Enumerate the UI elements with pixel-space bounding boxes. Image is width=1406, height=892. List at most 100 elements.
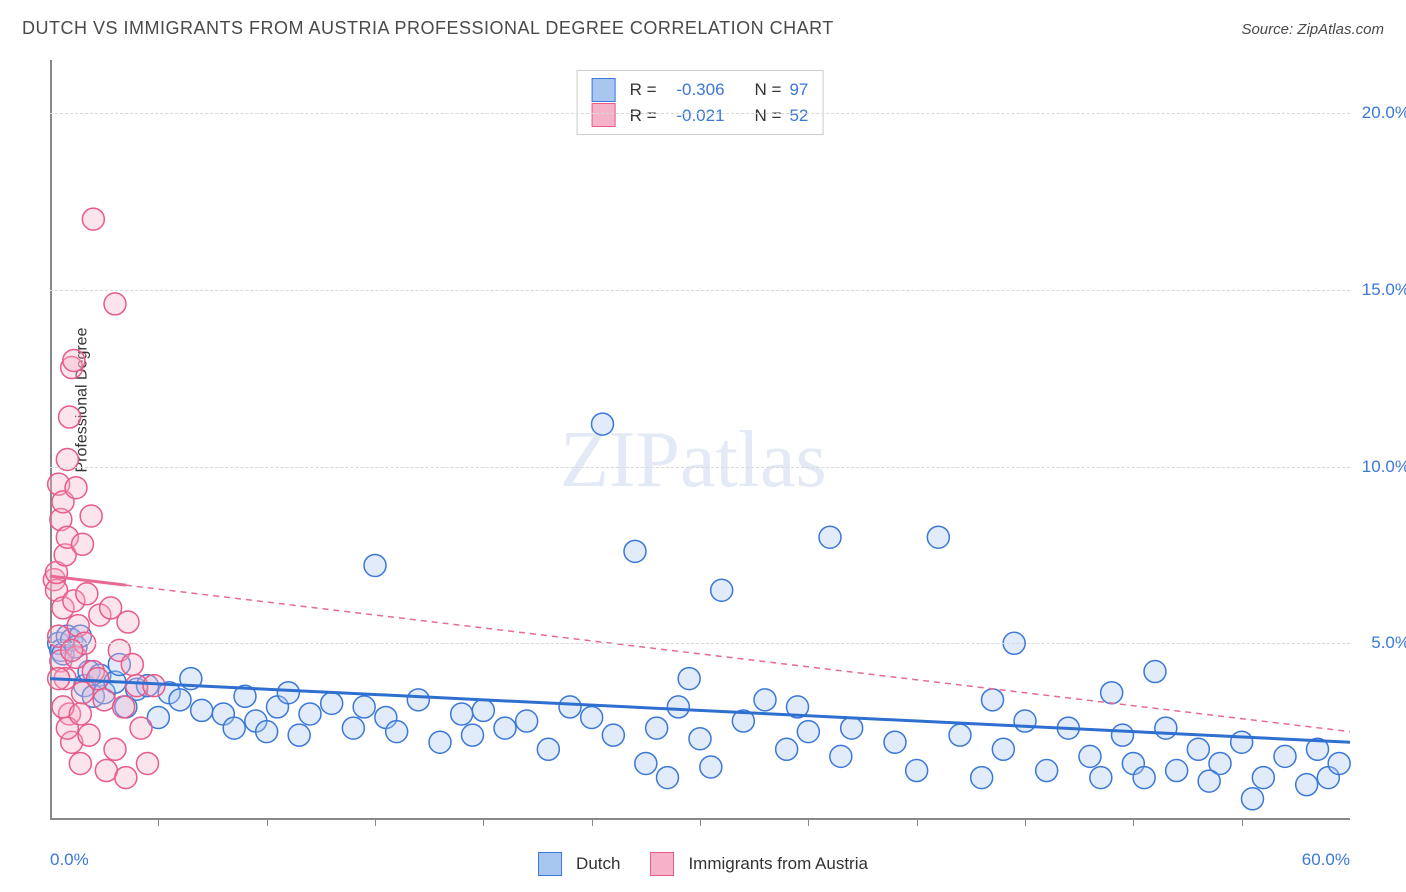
legend-r-value: -0.306 [665, 77, 725, 103]
data-point [1036, 760, 1058, 782]
data-point [1112, 724, 1134, 746]
legend-n-label: N = [755, 103, 782, 129]
data-point [137, 752, 159, 774]
data-point [776, 738, 798, 760]
x-tick [375, 820, 376, 826]
data-point [462, 724, 484, 746]
data-point [115, 767, 137, 789]
data-point [841, 717, 863, 739]
data-point [516, 710, 538, 732]
data-point [121, 653, 143, 675]
data-point [982, 689, 1004, 711]
data-point [80, 505, 102, 527]
data-point [353, 696, 375, 718]
data-point [711, 579, 733, 601]
data-point [386, 721, 408, 743]
data-point [451, 703, 473, 725]
data-point [830, 745, 852, 767]
legend-n-value: 97 [789, 77, 808, 103]
data-point [657, 767, 679, 789]
data-point [1328, 752, 1350, 774]
data-point [700, 756, 722, 778]
data-point [104, 293, 126, 315]
y-tick-label: 10.0% [1362, 457, 1406, 477]
data-point [288, 724, 310, 746]
data-point [1242, 788, 1264, 810]
data-point [1166, 760, 1188, 782]
data-point [1079, 745, 1101, 767]
legend-correlation-row: R = -0.306 N = 97 [592, 77, 809, 103]
legend-n-value: 52 [789, 103, 808, 129]
data-point [559, 696, 581, 718]
x-tick-label-right: 60.0% [1302, 850, 1350, 870]
y-tick-label: 5.0% [1371, 633, 1406, 653]
legend-correlation-row: R =-0.021N =52 [592, 103, 809, 129]
data-point [646, 717, 668, 739]
y-tick-label: 15.0% [1362, 280, 1406, 300]
data-point [1274, 745, 1296, 767]
data-point [69, 752, 91, 774]
data-point [754, 689, 776, 711]
data-point [87, 668, 109, 690]
legend-series-item: Immigrants from Austria [650, 852, 868, 876]
data-point [581, 706, 603, 728]
data-point [117, 611, 139, 633]
data-point [602, 724, 624, 746]
data-point [884, 731, 906, 753]
data-point [299, 703, 321, 725]
data-point [321, 692, 343, 714]
data-point [113, 696, 135, 718]
data-point [342, 717, 364, 739]
legend-series-label: Immigrants from Austria [688, 854, 868, 874]
data-point [1144, 661, 1166, 683]
data-point [93, 689, 115, 711]
x-tick-label-left: 0.0% [50, 850, 89, 870]
data-point [667, 696, 689, 718]
legend-series-item: Dutch [538, 852, 620, 876]
data-point [76, 583, 98, 605]
data-point [992, 738, 1014, 760]
data-point [82, 208, 104, 230]
data-point [678, 668, 700, 690]
chart-title: DUTCH VS IMMIGRANTS FROM AUSTRIA PROFESS… [22, 18, 834, 39]
x-tick [158, 820, 159, 826]
legend-swatch [592, 103, 616, 127]
legend-swatch [650, 852, 674, 876]
x-tick [700, 820, 701, 826]
data-point [191, 699, 213, 721]
plot-area: ZIPatlas R =-0.306N =97R =-0.021N =52 5.… [50, 60, 1350, 820]
legend-swatch [592, 78, 616, 102]
chart-source: Source: ZipAtlas.com [1241, 21, 1384, 38]
data-point [689, 728, 711, 750]
data-point [223, 717, 245, 739]
data-point [906, 760, 928, 782]
legend-r-value: -0.021 [665, 103, 725, 129]
gridline [50, 467, 1350, 468]
legend-series: Dutch Immigrants from Austria [538, 852, 868, 876]
data-point [169, 689, 191, 711]
data-point [1101, 682, 1123, 704]
data-point [65, 477, 87, 499]
data-point [949, 724, 971, 746]
y-tick-label: 20.0% [1362, 103, 1406, 123]
data-point [1198, 770, 1220, 792]
data-point [429, 731, 451, 753]
x-tick [917, 820, 918, 826]
legend-r-label: R = [630, 77, 657, 103]
data-point [1187, 738, 1209, 760]
x-tick [808, 820, 809, 826]
data-point [69, 703, 91, 725]
data-point [971, 767, 993, 789]
data-point [592, 413, 614, 435]
data-point [364, 554, 386, 576]
data-point [277, 682, 299, 704]
data-point [72, 533, 94, 555]
gridline [50, 113, 1350, 114]
data-point [407, 689, 429, 711]
data-point [143, 675, 165, 697]
data-point [494, 717, 516, 739]
data-point [1090, 767, 1112, 789]
x-tick [592, 820, 593, 826]
legend-n-label: N = [755, 77, 782, 103]
x-tick [483, 820, 484, 826]
